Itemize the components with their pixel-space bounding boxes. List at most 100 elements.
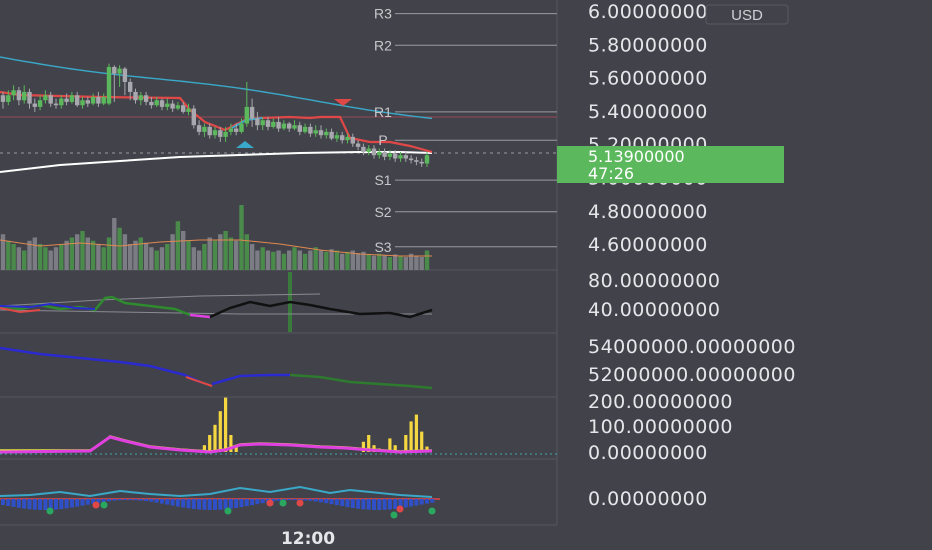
candle-body [260,120,265,126]
currency-badge[interactable] [705,4,789,25]
osc3-histogram-bar [388,438,392,452]
volume-bar [154,250,159,270]
volume-bar [424,250,430,270]
candle [43,90,48,104]
osc4-histogram-bar [271,499,276,502]
volume-bar [334,250,340,270]
candle-body [11,90,16,96]
candle [218,126,223,142]
time-axis-label: 12:00 [281,529,335,549]
candle-body [387,153,393,157]
osc4-histogram-bar [234,499,239,508]
osc3-histogram-bar [414,414,418,452]
candle [27,88,32,109]
osc4-histogram-bar [64,499,69,509]
candle [414,156,419,166]
osc4-histogram-bar [59,499,64,510]
candle [249,98,255,127]
price-axis[interactable]: 6.00000000 5.80000000 5.60000000 5.40000000… [588,1,796,510]
price-axis-label: 5.80000000 [588,34,708,56]
candle [128,78,133,101]
currency-label: USD [731,7,763,24]
candle [408,155,414,164]
osc4-histogram-bar [313,499,318,502]
candle-body [112,66,117,74]
ma-cyan-line [0,56,433,120]
candle-body [218,130,223,137]
candle-body [302,126,308,132]
volume-bar [292,247,297,270]
osc4-histogram-bar [69,499,74,508]
candle-body [154,100,159,106]
volume-bar [281,253,287,270]
volume-bar [302,253,308,270]
candle [287,121,292,132]
osc4-histogram-bar [85,499,90,505]
candle [196,120,202,136]
candle-body [69,95,75,102]
volume-bar [255,250,260,270]
candle [165,98,170,111]
price-axis-label: 5.40000000 [588,101,708,123]
candle-body [265,120,271,127]
osc4-signal-dot [396,505,404,513]
volume-bar [249,244,255,270]
osc3-histogram-bar [393,445,397,452]
osc3-histogram-bar [213,424,217,452]
candle [318,125,324,139]
price-axis-label: 4.60000000 [588,234,708,256]
osc4-histogram-bar [329,499,334,505]
candle [112,65,117,102]
volume-bar [419,257,424,270]
candle-body [90,96,96,104]
osc4-histogram-bar [403,499,408,508]
volume-bar [387,257,393,270]
candle-body [366,148,371,152]
osc4-histogram-bar [38,499,43,510]
pivot-label: S2 [374,204,391,220]
volume-bar [22,250,27,270]
candle-body [324,131,329,136]
volume-bar [112,218,117,270]
candle-body [334,135,340,139]
osc3-histogram-bar [202,445,206,452]
candle [292,120,297,131]
oscillator-pane-4 [0,485,440,519]
volume-bar [223,231,228,270]
candle [202,123,207,137]
volume-bar [271,251,276,270]
candle-body [48,95,53,104]
volume-bar [75,234,80,270]
volume-bar [106,237,112,270]
candle [37,95,43,111]
candle-body [96,96,101,104]
candle-body [128,81,133,92]
price-axis-label: 6.00000000 [588,1,708,23]
volume-bar [170,234,175,270]
obv-line-blue-2 [211,373,290,386]
volume-bar [408,253,414,270]
buy-signal-marker [236,141,254,148]
candle [149,96,154,109]
candle [64,93,69,106]
osc3-histogram-bar [420,431,424,452]
osc4-histogram-bar [80,499,85,506]
candle-body [149,101,154,106]
osc4-histogram-bar [387,499,392,510]
volume-bar [53,247,59,270]
volume-bar [382,255,387,270]
osc4-histogram-bar [398,499,403,509]
volume-bar [207,237,212,270]
osc4-signal-dot [46,507,54,515]
pivot-label: P [378,132,387,148]
candle-body [313,130,318,134]
candle-body [408,158,414,161]
osc4-histogram-bar [414,499,419,506]
candle [101,93,106,106]
candle [191,105,196,129]
osc4-histogram-bar [255,499,260,505]
volume-bar [90,240,96,270]
osc4-histogram-bar [144,499,149,502]
candle [366,145,371,156]
